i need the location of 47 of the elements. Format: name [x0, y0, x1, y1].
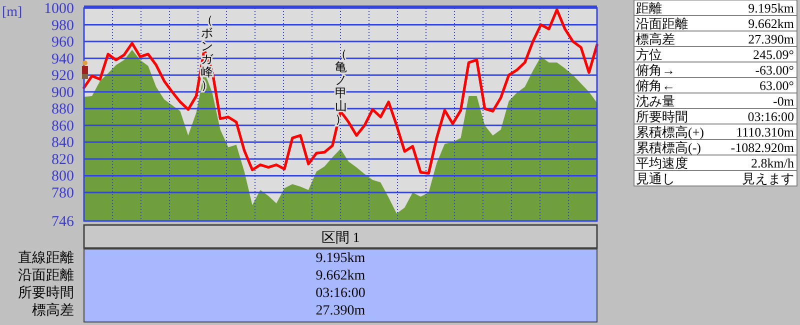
y-tick-label: 1000 — [44, 1, 74, 17]
text: 245.09° — [753, 47, 794, 62]
text: 9.662km — [316, 268, 366, 284]
y-tick-label: 800 — [52, 168, 74, 185]
text: 03:16:00 — [316, 286, 366, 301]
text: 方位 — [636, 47, 662, 62]
text: 27.390m — [748, 32, 794, 46]
text: 俯角→ — [636, 62, 675, 78]
text: -1082.920m — [730, 140, 794, 155]
text: 沈み量 — [636, 94, 675, 108]
y-tick-label: 920 — [52, 68, 74, 84]
text: 区間 1 — [321, 231, 360, 246]
text: 見えます — [742, 171, 794, 186]
y-tick-label: 840 — [52, 135, 74, 152]
text: 1110.310m — [736, 124, 794, 140]
text: 距離 — [636, 0, 662, 16]
text: -63.00° — [755, 62, 794, 78]
text: 平均速度 — [636, 156, 688, 170]
text: 2.8km/h — [751, 156, 794, 170]
y-tick-label: 940 — [52, 51, 74, 68]
text: 俯角← — [636, 78, 675, 93]
text: 9.662km — [748, 16, 794, 31]
text: 所要時間 — [636, 109, 688, 124]
y-axis-title: [m] — [2, 5, 22, 20]
text: 見通し — [636, 171, 675, 186]
y-tick-label: 860 — [52, 118, 74, 134]
text: 標高差 — [32, 302, 74, 318]
text: 9.195km — [316, 251, 366, 266]
y-tick-label: 746 — [52, 214, 74, 230]
text: 直線距離 — [18, 250, 74, 266]
text: 累積標高(+) — [636, 124, 704, 140]
text: 標高差 — [636, 32, 675, 46]
y-tick-label: 780 — [52, 185, 74, 202]
text: 9.195km — [748, 0, 794, 16]
y-tick-label: 960 — [52, 34, 74, 51]
text: 03:16:00 — [748, 109, 794, 124]
text: 所要時間 — [18, 285, 74, 301]
y-tick-label: 820 — [52, 152, 74, 168]
y-tick-label: 900 — [52, 84, 74, 101]
text: 累積標高(-) — [636, 140, 701, 155]
text: -0m — [773, 94, 794, 108]
y-tick-label: 980 — [52, 18, 74, 34]
y-tick-label: 880 — [52, 102, 74, 118]
text: 沿面距離 — [18, 268, 74, 284]
text: 27.390m — [316, 304, 366, 318]
text: 63.00° — [760, 78, 794, 93]
text: 沿面距離 — [636, 16, 688, 31]
